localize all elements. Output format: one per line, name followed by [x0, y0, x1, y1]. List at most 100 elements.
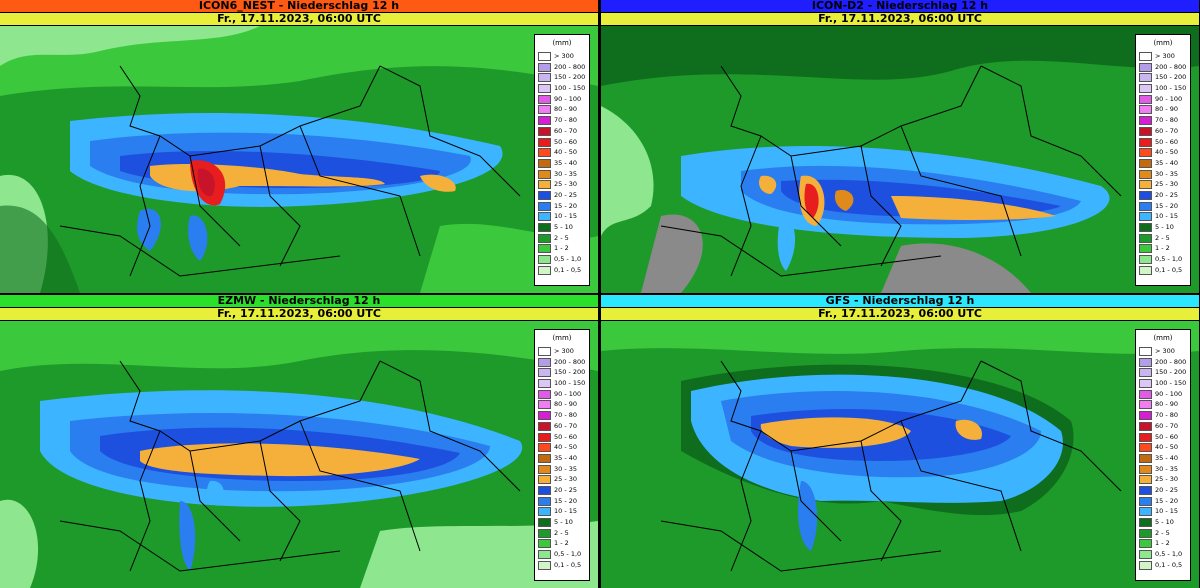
legend-row: 30 - 35	[1136, 464, 1190, 475]
legend-swatch	[538, 137, 551, 147]
legend-row: 60 - 70	[535, 421, 589, 432]
legend-swatch	[538, 169, 551, 179]
legend-label: > 300	[1155, 347, 1175, 355]
legend-label: 0,1 - 0,5	[1155, 560, 1183, 569]
legend-label: 70 - 80	[1155, 116, 1179, 125]
legend-label: 60 - 70	[1155, 421, 1179, 430]
legend-row: 5 - 10	[1136, 517, 1190, 528]
legend-row: 0,5 - 1,0	[535, 254, 589, 265]
legend-label: 5 - 10	[1155, 518, 1174, 526]
legend-swatch	[538, 475, 551, 485]
legend-row: 0,5 - 1,0	[1136, 549, 1190, 560]
legend-row: 150 - 200	[535, 72, 589, 83]
legend-label: 20 - 25	[1155, 190, 1179, 199]
legend-swatch	[1139, 453, 1152, 463]
legend-swatch	[1139, 507, 1152, 517]
legend-swatch	[1139, 518, 1152, 527]
legend-label: 10 - 15	[1155, 507, 1179, 516]
legend-row: 20 - 25	[1136, 190, 1190, 201]
legend-label: 1 - 2	[1155, 539, 1170, 548]
precipitation-legend: (mm) > 300 200 - 800 150 - 200 100 - 150 90 …	[1135, 329, 1191, 581]
legend-label: 50 - 60	[1155, 432, 1179, 441]
legend-row: > 300	[535, 346, 589, 357]
legend-row: 25 - 30	[1136, 179, 1190, 190]
legend-swatch	[1139, 105, 1152, 115]
legend-row: > 300	[1136, 346, 1190, 357]
legend-swatch	[538, 400, 551, 410]
legend-label: 80 - 90	[554, 400, 578, 409]
legend-row: 70 - 80	[1136, 410, 1190, 421]
panel-date: Fr., 17.11.2023, 06:00 UTC	[0, 13, 598, 26]
legend-label: 10 - 15	[554, 507, 578, 516]
legend-swatch	[1139, 190, 1152, 200]
legend-row: 1 - 2	[535, 243, 589, 254]
legend-label: 25 - 30	[554, 180, 578, 189]
legend-swatch	[538, 507, 551, 517]
legend-row: 0,5 - 1,0	[1136, 254, 1190, 265]
legend-row: 1 - 2	[535, 538, 589, 549]
legend-label: 15 - 20	[1155, 496, 1179, 505]
precipitation-legend: (mm) > 300 200 - 800 150 - 200 100 - 150 90 …	[534, 34, 590, 286]
legend-swatch	[538, 432, 551, 442]
panel-date: Fr., 17.11.2023, 06:00 UTC	[0, 308, 598, 321]
legend-label: 40 - 50	[1155, 148, 1179, 157]
legend-swatch	[1139, 180, 1152, 190]
legend-row: 100 - 150	[535, 83, 589, 94]
legend-row: 15 - 20	[535, 201, 589, 212]
legend-row: > 300	[535, 51, 589, 62]
legend-label: 15 - 20	[1155, 201, 1179, 210]
legend-row: 0,1 - 0,5	[535, 265, 589, 276]
legend-swatch	[538, 389, 551, 399]
legend-swatch	[538, 148, 551, 158]
legend-row: 40 - 50	[535, 442, 589, 453]
legend-label: 90 - 100	[554, 94, 582, 103]
legend-row: 0,1 - 0,5	[535, 560, 589, 571]
panel-title: GFS - Niederschlag 12 h	[601, 295, 1199, 308]
legend-label: 100 - 150	[1155, 379, 1187, 388]
legend-row: 80 - 90	[535, 104, 589, 115]
legend-row: 10 - 15	[535, 211, 589, 222]
legend-label: 5 - 10	[1155, 223, 1174, 231]
legend-swatch	[1139, 137, 1152, 147]
legend-row: 70 - 80	[535, 115, 589, 126]
legend-row: 60 - 70	[1136, 126, 1190, 137]
legend-row: > 300	[1136, 51, 1190, 62]
legend-row: 5 - 10	[535, 222, 589, 233]
legend-label: 60 - 70	[1155, 126, 1179, 135]
legend-swatch	[538, 560, 551, 570]
legend-label: 70 - 80	[554, 116, 578, 125]
panel-title: ICON6_NEST - Niederschlag 12 h	[0, 0, 598, 13]
legend-label: 200 - 800	[1155, 62, 1187, 71]
precipitation-legend: (mm) > 300 200 - 800 150 - 200 100 - 150 90 …	[1135, 34, 1191, 286]
legend-row: 20 - 25	[535, 190, 589, 201]
map-panel-gfs: GFS - Niederschlag 12 h Fr., 17.11.2023,…	[601, 295, 1199, 588]
legend-row: 100 - 150	[1136, 83, 1190, 94]
legend-swatch	[1139, 539, 1152, 549]
legend-row: 2 - 5	[1136, 528, 1190, 539]
legend-label: 2 - 5	[1155, 233, 1170, 242]
legend-swatch	[1139, 368, 1152, 378]
legend-label: 20 - 25	[554, 190, 578, 199]
legend-label: 25 - 30	[554, 475, 578, 484]
legend-label: 50 - 60	[1155, 137, 1179, 146]
legend-swatch	[1139, 528, 1152, 538]
legend-swatch	[1139, 443, 1152, 453]
legend-label: 150 - 200	[1155, 73, 1187, 82]
map-panel-icon6-nest: ICON6_NEST - Niederschlag 12 h Fr., 17.1…	[0, 0, 598, 293]
legend-swatch	[538, 190, 551, 200]
legend-swatch	[538, 347, 551, 356]
legend-label: 30 - 35	[554, 169, 578, 178]
legend-swatch	[1139, 255, 1152, 265]
legend-label: 200 - 800	[554, 62, 586, 71]
legend-label: 150 - 200	[1155, 368, 1187, 377]
legend-row: 150 - 200	[535, 367, 589, 378]
precipitation-map	[0, 26, 598, 293]
legend-row: 35 - 40	[1136, 453, 1190, 464]
legend-row: 200 - 800	[1136, 357, 1190, 368]
legend-label: 90 - 100	[1155, 389, 1183, 398]
legend-swatch	[538, 518, 551, 527]
legend-label: 1 - 2	[1155, 244, 1170, 253]
legend-label: 20 - 25	[554, 485, 578, 494]
legend-swatch	[538, 116, 551, 126]
legend-label: > 300	[554, 347, 574, 355]
